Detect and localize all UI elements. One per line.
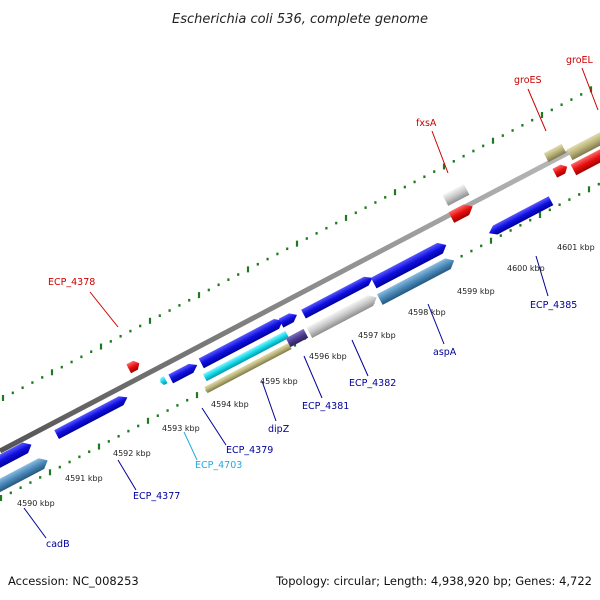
scale-label: 4590 kbp [17, 499, 55, 508]
scale-label: 4594 kbp [211, 400, 249, 409]
outer-tick-track [1, 86, 593, 401]
gene-cadb [0, 458, 48, 501]
gene-blue-upper [301, 276, 373, 319]
scale-label: 4600 kbp [507, 264, 545, 273]
gene-ecp-4385 [489, 196, 554, 235]
gene-groes [543, 143, 567, 163]
scale-labels: 4590 kbp 4591 kbp 4592 kbp 4593 kbp 4594… [17, 243, 595, 508]
gene-labels: ECP_4378 fxsA groES groEL ECP_4385 aspA … [46, 55, 594, 550]
gene-label-ecp-4377[interactable]: ECP_4377 [133, 491, 180, 502]
scale-label: 4592 kbp [113, 449, 151, 458]
scale-label: 4596 kbp [309, 352, 347, 361]
genome-summary-text: Topology: circular; Length: 4,938,920 bp… [276, 574, 592, 588]
leader-ecp-4379 [201, 407, 227, 446]
gene-fxsa-gray [442, 184, 470, 206]
gene-label-cadb[interactable]: cadB [46, 539, 70, 550]
scale-label: 4593 kbp [162, 424, 200, 433]
leader-aspa [427, 303, 445, 345]
gene-ecp-4379 [168, 363, 198, 384]
leader-ecp-4378 [89, 291, 119, 328]
leader-fxsa [431, 130, 449, 174]
scale-label: 4599 kbp [457, 287, 495, 296]
leader-ecp-4703 [183, 431, 198, 461]
scale-label: 4597 kbp [358, 331, 396, 340]
leader-ecp-4385 [535, 255, 549, 297]
gene-label-fxsa[interactable]: fxsA [416, 118, 437, 129]
scale-label: 4601 kbp [557, 243, 595, 252]
gene-ecp-4378 [126, 360, 140, 374]
gene-label-ecp-4382[interactable]: ECP_4382 [349, 378, 396, 389]
gene-label-aspa[interactable]: aspA [433, 347, 457, 358]
gene-label-groes[interactable]: groES [514, 75, 542, 86]
leader-groel [581, 67, 599, 111]
gene-dipz-cyan [202, 330, 290, 382]
gene-ecp-4377 [54, 396, 128, 440]
gene-blue-aspa-upper [370, 242, 447, 289]
leader-ecp-4377 [117, 459, 137, 491]
gene-groes-red [552, 164, 568, 178]
gene-label-ecp-4379[interactable]: ECP_4379 [226, 445, 273, 456]
gene-label-ecp-4703[interactable]: ECP_4703 [195, 460, 242, 471]
gene-blue-small [278, 313, 297, 328]
leader-cadb [23, 507, 47, 539]
accession-text: Accession: NC_008253 [8, 574, 139, 588]
leader-ecp-4382 [351, 339, 369, 377]
scale-label: 4598 kbp [408, 308, 446, 317]
leader-dipz [261, 380, 277, 422]
gene-blue-mid [198, 319, 283, 369]
gene-ecp-4703 [160, 376, 168, 385]
gene-ecp-4381 [285, 328, 309, 348]
gene-ecp-4382 [306, 295, 377, 338]
gene-aspa [377, 258, 455, 305]
leader-ecp-4381 [303, 355, 323, 399]
genome-backbone [0, 133, 600, 454]
label-leader-lines [23, 67, 599, 539]
gene-label-groel[interactable]: groEL [566, 55, 594, 66]
gene-label-ecp-4378[interactable]: ECP_4378 [48, 277, 95, 288]
leader-groes [527, 88, 547, 132]
gene-groel [566, 119, 600, 161]
scale-label: 4595 kbp [260, 377, 298, 386]
gene-features [0, 119, 600, 501]
gene-blue-edge [0, 442, 32, 479]
gene-label-ecp-4385[interactable]: ECP_4385 [530, 300, 577, 311]
gene-label-dipz[interactable]: dipZ [268, 424, 290, 435]
gene-groel-red [570, 136, 600, 176]
gene-dipz [204, 342, 292, 394]
scale-label: 4591 kbp [65, 474, 103, 483]
genome-title: Escherichia coli 536, complete genome [172, 12, 428, 27]
gene-fxsa [448, 204, 473, 223]
gene-label-ecp-4381[interactable]: ECP_4381 [302, 401, 349, 412]
